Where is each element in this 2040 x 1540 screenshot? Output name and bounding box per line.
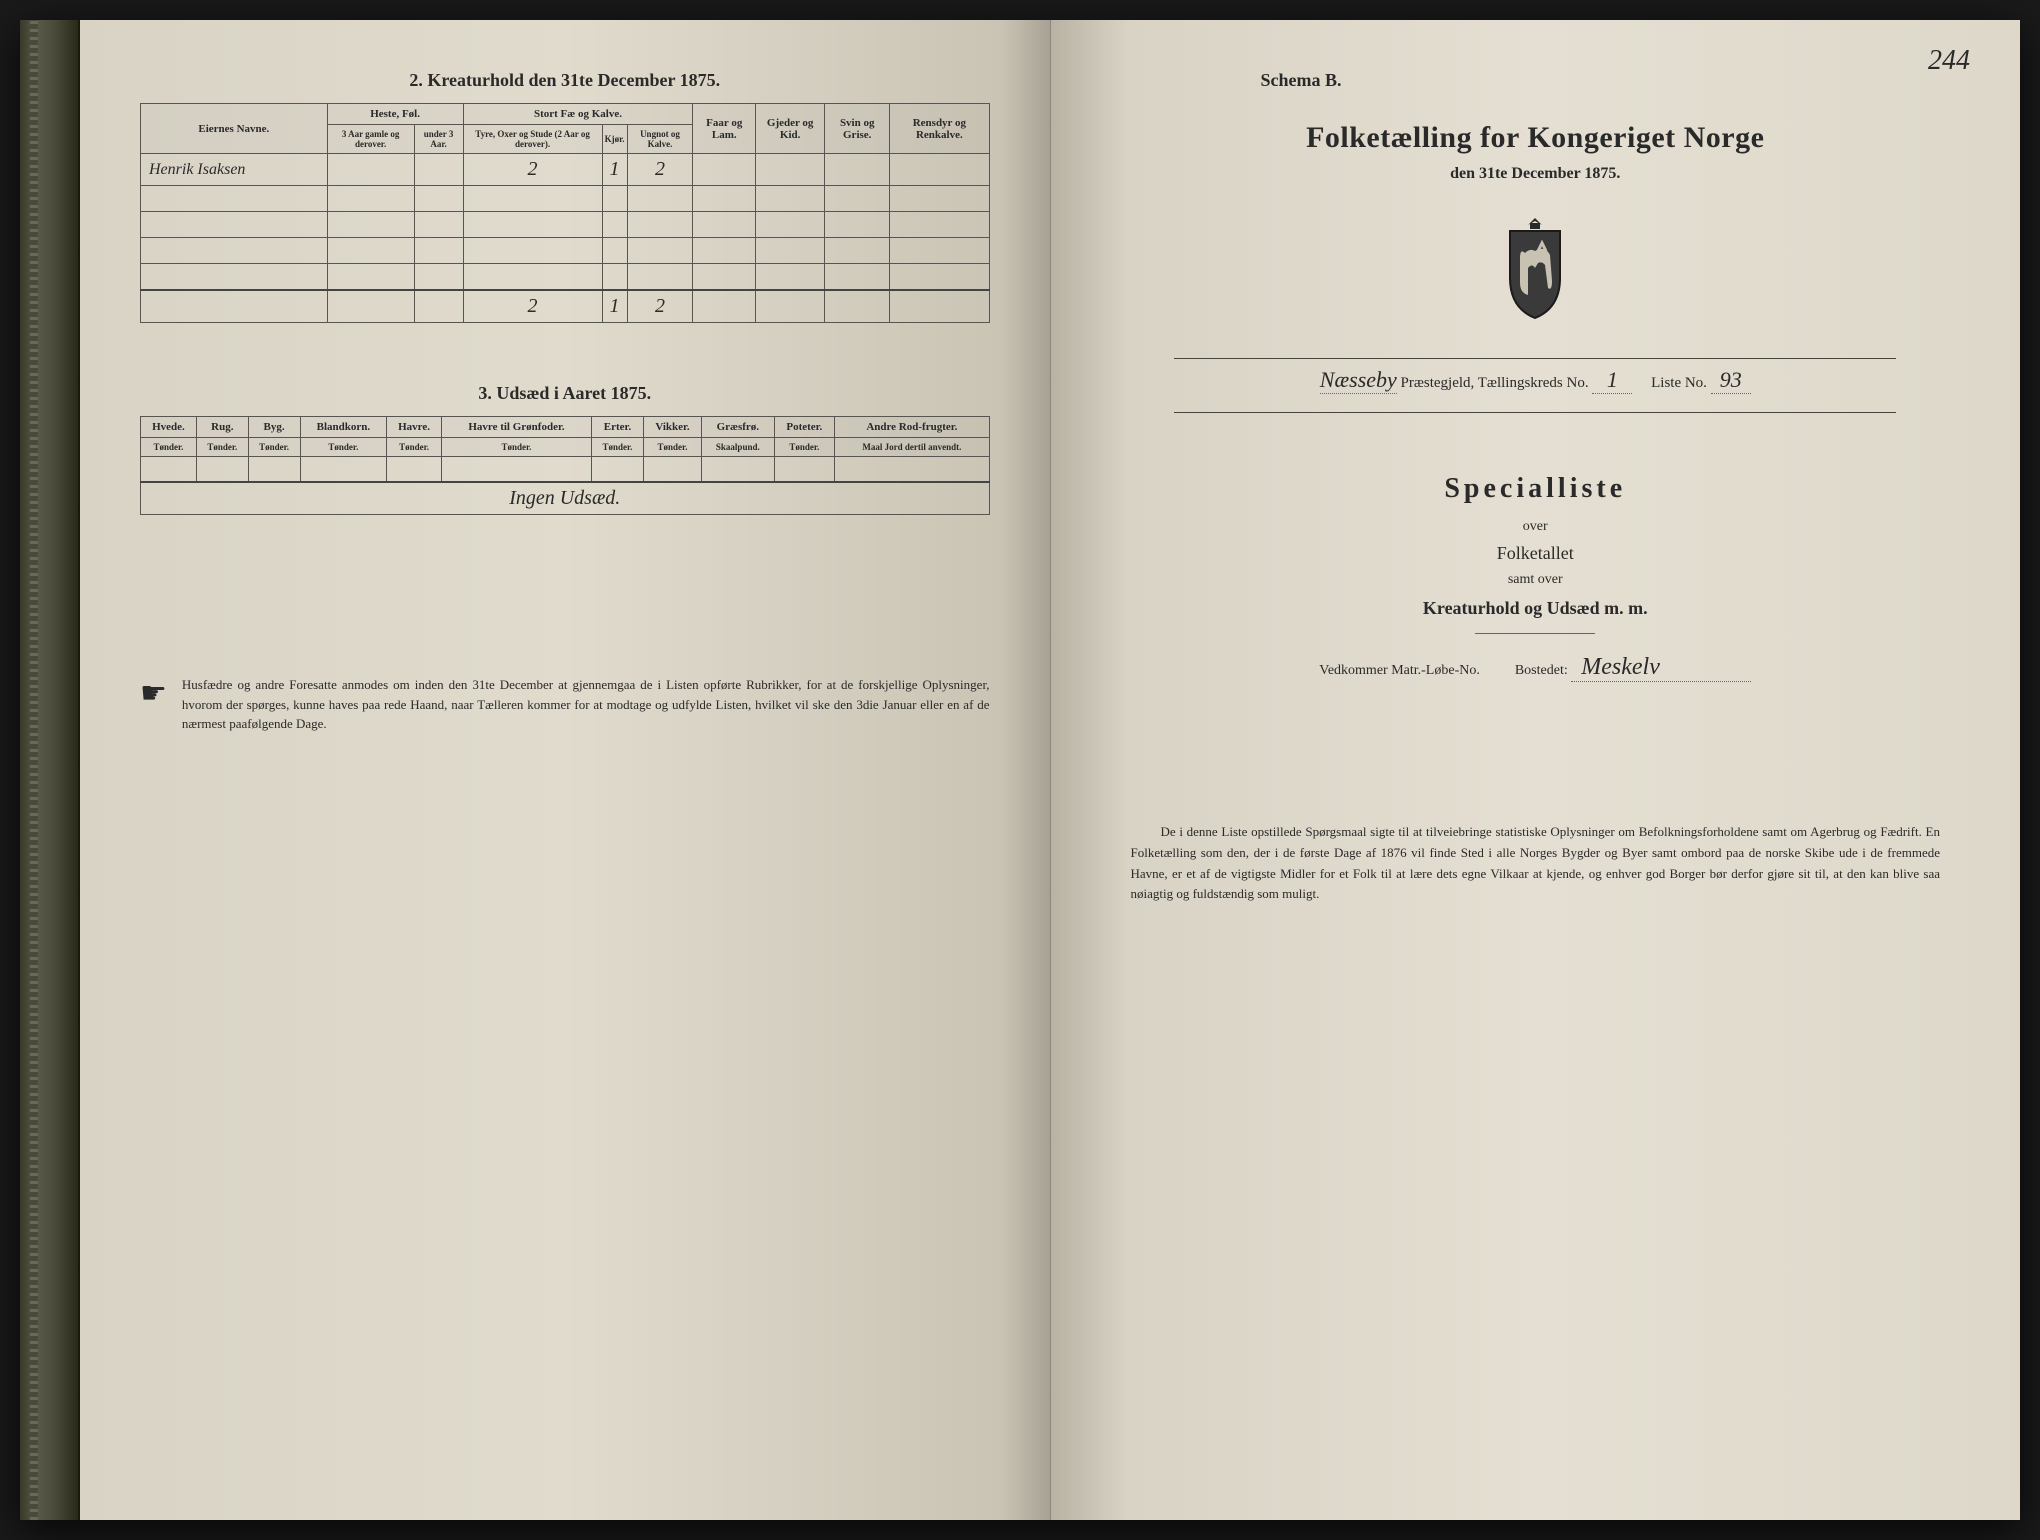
main-title: Folketælling for Kongeriget Norge: [1111, 121, 1961, 155]
seed-col: Byg.: [248, 416, 300, 437]
district-name: Næsseby: [1320, 367, 1397, 394]
seed-unit: Tønder.: [387, 437, 442, 456]
sum-value: 2: [463, 290, 602, 323]
col-heste-b: under 3 Aar.: [414, 125, 463, 154]
col-heste-a: 3 Aar gamle og derover.: [327, 125, 414, 154]
book-spread: 2. Kreaturhold den 31te December 1875. E…: [20, 20, 2020, 1520]
cell-value: 2: [463, 154, 602, 186]
sum-row: 2 1 2: [141, 290, 990, 323]
district-line: Næsseby Præstegjeld, Tællingskreds No. 1…: [1111, 367, 1961, 402]
seed-col: Andre Rod-frugter.: [835, 416, 989, 437]
seed-unit: Tønder.: [441, 437, 591, 456]
seed-unit: Tønder.: [774, 437, 835, 456]
bostedet-value: Meskelv: [1571, 654, 1751, 682]
divider-short: [1475, 633, 1595, 634]
seed-unit: Tønder.: [643, 437, 701, 456]
table-row: [141, 456, 990, 482]
over-label: over: [1111, 519, 1961, 535]
vedkommer-label: Vedkommer Matr.-Løbe-No.: [1319, 663, 1480, 678]
table-row: [141, 212, 990, 238]
table-row: [141, 238, 990, 264]
left-page: 2. Kreaturhold den 31te December 1875. E…: [80, 20, 1051, 1520]
pointing-hand-icon: ☛: [140, 671, 167, 734]
liste-no: 93: [1711, 367, 1751, 394]
seed-col: Rug.: [196, 416, 248, 437]
coat-of-arms-icon: [1111, 213, 1961, 328]
seed-unit: Tønder.: [196, 437, 248, 456]
liste-label: Liste No.: [1651, 375, 1707, 391]
seed-col: Blandkorn.: [300, 416, 387, 437]
seed-col: Poteter.: [774, 416, 835, 437]
section2-title: 2. Kreaturhold den 31te December 1875.: [140, 70, 990, 91]
page-number: 244: [1928, 45, 1970, 77]
bosted-line: Vedkommer Matr.-Løbe-No. Bostedet: Meske…: [1111, 654, 1961, 682]
section3: 3. Udsæd i Aaret 1875. Hvede. Rug. Byg. …: [140, 383, 990, 516]
seed-col: Hvede.: [141, 416, 197, 437]
divider: [1174, 358, 1896, 359]
folketallet-label: Folketallet: [1111, 543, 1961, 564]
seed-col: Vikker.: [643, 416, 701, 437]
right-page: 244 Schema B. Folketælling for Kongerige…: [1051, 20, 2021, 1520]
schema-label: Schema B.: [1261, 70, 1961, 91]
seed-col: Havre.: [387, 416, 442, 437]
sub-title: den 31te December 1875.: [1111, 165, 1961, 183]
livestock-table: Eiernes Navne. Heste, Føl. Stort Fæ og K…: [140, 103, 990, 323]
cell-value: 1: [602, 154, 627, 186]
seed-table: Hvede. Rug. Byg. Blandkorn. Havre. Havre…: [140, 416, 990, 516]
col-fae-c: Ungnot og Kalve.: [627, 125, 693, 154]
district-label: Præstegjeld, Tællingskreds No.: [1401, 375, 1589, 391]
seed-header-row: Hvede. Rug. Byg. Blandkorn. Havre. Havre…: [141, 416, 990, 437]
right-footer-text: De i denne Liste opstillede Spørgsmaal s…: [1111, 822, 1961, 905]
table-row: [141, 186, 990, 212]
col-group-fae: Stort Fæ og Kalve.: [463, 104, 693, 125]
seed-unit-row: Tønder. Tønder. Tønder. Tønder. Tønder. …: [141, 437, 990, 456]
kreatur-label: Kreaturhold og Udsæd m. m.: [1111, 598, 1961, 619]
cell-value: 2: [627, 154, 693, 186]
col-svin: Svin og Grise.: [825, 104, 890, 154]
col-owner: Eiernes Navne.: [141, 104, 328, 154]
seed-unit: Tønder.: [592, 437, 644, 456]
table-row: Ingen Udsæd.: [141, 482, 990, 515]
left-footer-note: ☛ Husfædre og andre Foresatte anmodes om…: [140, 675, 990, 734]
book-binding: [20, 20, 80, 1520]
seed-note: Ingen Udsæd.: [141, 482, 990, 515]
seed-unit: Tønder.: [248, 437, 300, 456]
col-group-heste: Heste, Føl.: [327, 104, 463, 125]
district-no: 1: [1592, 367, 1632, 394]
sum-value: 1: [602, 290, 627, 323]
sum-value: 2: [627, 290, 693, 323]
col-faar: Faar og Lam.: [693, 104, 756, 154]
seed-col: Havre til Grønfoder.: [441, 416, 591, 437]
left-footer-text: Husfædre og andre Foresatte anmodes om i…: [182, 675, 990, 734]
section3-title: 3. Udsæd i Aaret 1875.: [140, 383, 990, 404]
col-fae-a: Tyre, Oxer og Stude (2 Aar og derover).: [463, 125, 602, 154]
owner-name: Henrik Isaksen: [141, 154, 328, 186]
samt-label: samt over: [1111, 572, 1961, 588]
seed-col: Erter.: [592, 416, 644, 437]
col-ren: Rensdyr og Renkalve.: [890, 104, 989, 154]
seed-unit: Skaalpund.: [702, 437, 774, 456]
col-fae-b: Kjør.: [602, 125, 627, 154]
seed-unit: Maal Jord dertil anvendt.: [835, 437, 989, 456]
table-row: [141, 264, 990, 290]
seed-unit: Tønder.: [300, 437, 387, 456]
col-gjed: Gjeder og Kid.: [756, 104, 825, 154]
seed-col: Græsfrø.: [702, 416, 774, 437]
bostedet-label: Bostedet:: [1515, 663, 1568, 678]
special-title: Specialliste: [1111, 473, 1961, 505]
table-row: Henrik Isaksen 2 1 2: [141, 154, 990, 186]
divider: [1174, 412, 1896, 413]
seed-unit: Tønder.: [141, 437, 197, 456]
